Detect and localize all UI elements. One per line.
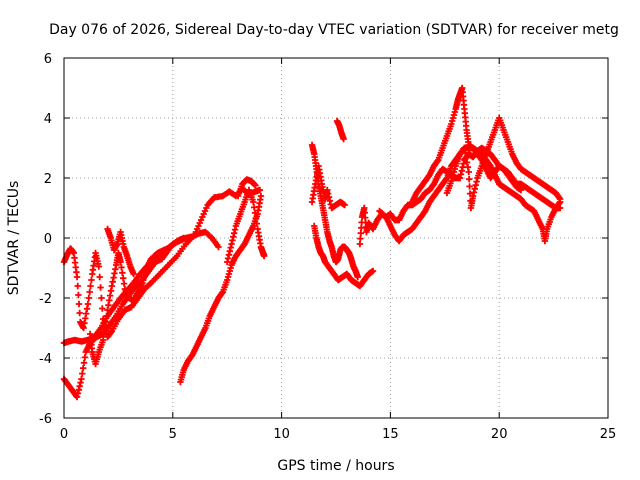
data-point (250, 204, 258, 211)
series-P (443, 114, 564, 212)
data-point (118, 264, 125, 271)
axis-ticks (63, 57, 609, 419)
data-point (253, 220, 260, 227)
data-point (357, 230, 365, 237)
series-K (311, 222, 377, 290)
data-point (95, 263, 103, 270)
plot-frame (63, 57, 609, 419)
data-point (252, 215, 260, 222)
data-point (251, 209, 259, 216)
data-point (120, 280, 128, 287)
data-point (252, 182, 259, 189)
data-point (260, 252, 268, 260)
data-point (117, 258, 124, 266)
data-point (341, 201, 348, 209)
data-point (96, 273, 103, 281)
series-L (333, 117, 347, 143)
x-tick-label: 10 (273, 427, 290, 442)
data-point (76, 309, 83, 317)
data-point (87, 282, 94, 290)
data-point (80, 359, 88, 366)
data-point (75, 291, 82, 299)
series-F (177, 192, 265, 386)
x-tick-label: 20 (491, 427, 508, 442)
x-tick-label: 15 (382, 427, 399, 442)
series-E (104, 225, 137, 278)
x-tick-label: 5 (169, 427, 177, 442)
y-tick-label: -2 (39, 292, 52, 307)
data-point (84, 300, 92, 308)
data-point (102, 318, 109, 326)
data-point (130, 270, 137, 278)
y-tick-label: -6 (39, 412, 52, 427)
data-point (99, 336, 107, 344)
y-tick-label: -4 (39, 352, 52, 367)
tick-labels: 0 5 10 15 20 25 -6 -4 -2 0 2 4 6 (39, 52, 616, 442)
data-point (79, 370, 86, 377)
data-point (81, 354, 89, 361)
data-points (60, 84, 564, 401)
data-point (340, 135, 347, 143)
y-axis-label: SDTVAR / TECUs (6, 181, 22, 296)
y-tick-label: 6 (44, 52, 52, 67)
data-point (250, 198, 257, 206)
series-H (234, 176, 259, 200)
data-point (256, 186, 264, 194)
data-point (88, 276, 95, 284)
data-point (101, 324, 109, 332)
y-tick-label: 2 (44, 172, 52, 187)
x-tick-label: 25 (600, 427, 617, 442)
data-point (369, 267, 377, 275)
chart-title: Day 076 of 2026, Sidereal Day-to-day VTE… (49, 22, 619, 38)
data-point (75, 300, 83, 308)
data-point (465, 176, 473, 183)
data-point (119, 275, 127, 282)
data-point (180, 234, 187, 242)
data-point (73, 273, 81, 281)
data-point (119, 269, 126, 276)
data-point (354, 273, 361, 281)
data-point (97, 284, 104, 291)
series-O (408, 84, 525, 206)
data-point (466, 183, 473, 190)
data-point (215, 243, 222, 251)
data-point (74, 282, 81, 290)
data-point (85, 294, 93, 302)
data-point (100, 330, 108, 338)
x-tick-label: 0 (60, 427, 68, 442)
series-G (224, 186, 268, 266)
data-point (465, 168, 472, 176)
data-point (517, 186, 525, 194)
data-point (556, 195, 564, 203)
series-J (308, 162, 348, 212)
data-point (79, 365, 87, 372)
data-point (98, 294, 105, 302)
series-D (86, 234, 187, 368)
data-point (103, 312, 110, 320)
y-tick-label: 4 (44, 112, 52, 127)
x-axis-label: GPS time / hours (277, 458, 394, 474)
data-point (356, 240, 364, 248)
y-tick-label: 0 (44, 232, 52, 247)
data-point (257, 192, 265, 200)
data-point (99, 305, 106, 312)
data-point (78, 375, 85, 383)
data-point (357, 235, 364, 242)
data-point (86, 288, 93, 296)
